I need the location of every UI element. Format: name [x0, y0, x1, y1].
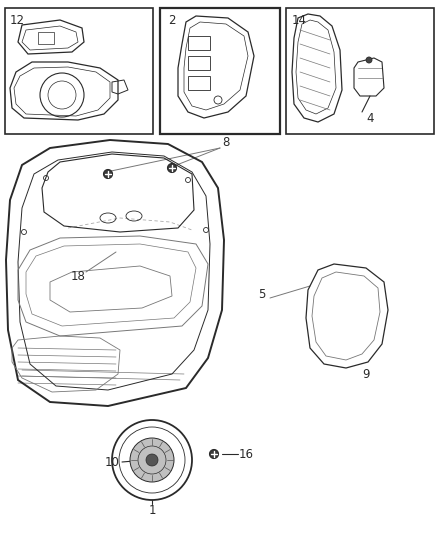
Text: 4: 4 [366, 111, 374, 125]
Bar [38, 32, 54, 44]
Text: 18: 18 [71, 270, 85, 282]
Circle shape [103, 169, 113, 179]
Text: 9: 9 [362, 367, 370, 381]
Circle shape [130, 438, 174, 482]
Text: 10: 10 [105, 456, 120, 469]
Circle shape [366, 57, 372, 63]
Text: 8: 8 [223, 136, 230, 149]
Bar [160, 8, 280, 134]
Bar [188, 36, 210, 50]
Text: 5: 5 [258, 288, 266, 302]
Bar [5, 8, 153, 134]
Bar [286, 8, 434, 134]
Circle shape [209, 449, 219, 458]
Text: 14: 14 [292, 13, 307, 27]
Text: 2: 2 [168, 13, 176, 27]
Circle shape [146, 454, 158, 466]
Bar [188, 56, 210, 70]
Text: 12: 12 [10, 13, 25, 27]
Text: 1: 1 [148, 504, 156, 516]
Circle shape [167, 164, 177, 173]
Text: 16: 16 [239, 448, 254, 461]
Bar [188, 76, 210, 90]
